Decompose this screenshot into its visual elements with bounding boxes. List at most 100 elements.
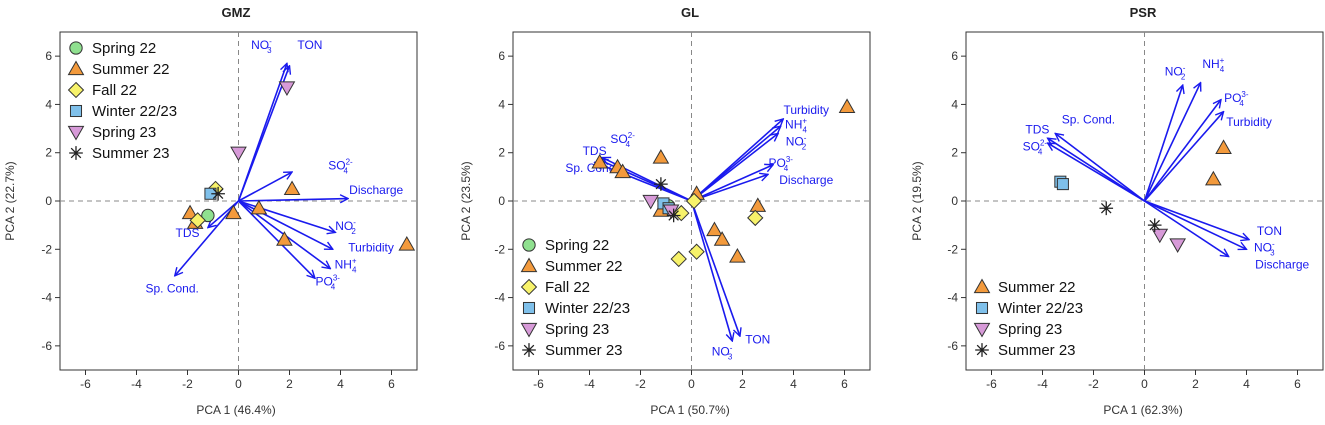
gl-x-tick-label: 2 xyxy=(739,377,746,391)
gmz-x-tick-label: 4 xyxy=(337,377,344,391)
psr-chart-title: PSR xyxy=(1130,5,1157,20)
gmz-loading-arrow-so42 xyxy=(238,172,293,202)
gl-chart-title: GL xyxy=(681,5,699,20)
gmz-legend-symbol-summer-23 xyxy=(69,146,83,160)
psr-loading-arrow-no2 xyxy=(1143,85,1183,202)
gl-x-tick-label: 4 xyxy=(790,377,797,391)
gl-legend-label-spring-22: Spring 22 xyxy=(545,237,609,254)
psr-x-tick-label: 4 xyxy=(1243,377,1250,391)
gmz-point-summer-22 xyxy=(250,199,268,215)
gl-point-summer-23 xyxy=(654,177,668,191)
psr-point-summer-23 xyxy=(1147,218,1162,232)
psr-y-tick-label: -6 xyxy=(947,339,958,353)
psr-x-axis-label: PCA 1 (62.3%) xyxy=(1103,403,1182,417)
psr-loading-label-sp-cond: Sp. Cond. xyxy=(1062,113,1115,127)
gl-legend-label-summer-23: Summer 23 xyxy=(545,342,623,359)
gmz-legend-label-spring-23: Spring 23 xyxy=(92,124,156,141)
psr-point-summer-23 xyxy=(1099,201,1114,216)
psr-point-winter-22-23 xyxy=(1056,178,1069,191)
psr-legend-symbol-winter-22-23 xyxy=(975,301,989,315)
gmz-legend-label-summer-23: Summer 23 xyxy=(92,145,170,162)
gmz-loading-label-discharge: Discharge xyxy=(349,183,403,197)
gmz-x-tick-label: 2 xyxy=(286,377,293,391)
gl-loading-label-turbidity: Turbidity xyxy=(783,103,829,117)
gl-x-tick-label: -4 xyxy=(584,377,595,391)
psr-legend-label-summer-22: Summer 22 xyxy=(998,279,1076,296)
gmz-y-axis-label: PCA 2 (22.7%) xyxy=(3,161,17,240)
gl-loading-label-ton: TON xyxy=(745,332,770,346)
gl-panel: GL -6 -4 -2 0 2 4 6 -6 -4 -2 0 2 4 6 PCA 1 (50.7%) PCA 2… xyxy=(459,5,871,417)
gl-y-tick-label: -6 xyxy=(494,339,505,353)
gmz-legend-label-fall-22: Fall 22 xyxy=(92,82,137,99)
psr-x-tick-label: 0 xyxy=(1141,377,1148,391)
gmz-y-tick-label: 6 xyxy=(45,49,52,63)
gl-legend-symbol-summer-22 xyxy=(520,257,538,273)
gl-point-summer-22 xyxy=(713,231,731,246)
gmz-point-summer-22 xyxy=(276,231,293,246)
psr-x-tick-label: 2 xyxy=(1192,377,1199,391)
gmz-chart-title: GMZ xyxy=(222,5,251,20)
gl-loading-arrow-discharge xyxy=(691,174,769,202)
gmz-loading-label-sp-cond: Sp. Cond. xyxy=(146,282,199,296)
gl-x-tick-label: -2 xyxy=(635,377,646,391)
gl-y-tick-label: 0 xyxy=(498,194,505,208)
gmz-point-summer-22 xyxy=(225,204,242,220)
gl-point-spring-23 xyxy=(642,194,660,210)
gmz-y-tick-label: 4 xyxy=(45,97,52,111)
gmz-x-tick-label: -2 xyxy=(182,377,193,391)
psr-x-tick-label: 6 xyxy=(1294,377,1301,391)
psr-point-spring-23 xyxy=(1151,228,1169,244)
gmz-point-summer-23 xyxy=(211,186,225,201)
gl-loading-label-nh4: NH+ 4 xyxy=(785,117,807,135)
psr-legend: Summer 22 Winter 22/23 Spring 23 Summer 23 xyxy=(973,278,1083,359)
gmz-loading-arrow-discharge xyxy=(238,199,349,201)
gmz-loading-arrow-ton xyxy=(237,66,290,202)
psr-loading-arrow-no3 xyxy=(1144,200,1247,249)
gl-point-summer-22 xyxy=(749,197,767,212)
gmz-loading-label-po43: PO3-4 xyxy=(316,274,341,292)
gmz-point-summer-22 xyxy=(283,180,301,196)
gmz-x-axis-label: PCA 1 (46.4%) xyxy=(196,403,275,417)
gl-x-axis-label: PCA 1 (50.7%) xyxy=(650,403,729,417)
psr-legend-label-spring-23: Spring 23 xyxy=(998,321,1062,338)
gl-point-summer-22 xyxy=(591,153,609,169)
gl-y-axis-label: PCA 2 (23.5%) xyxy=(459,161,473,240)
gl-loading-label-so42: SO2-4 xyxy=(610,131,635,149)
gl-y-tick-label: 6 xyxy=(498,49,505,63)
gl-point-summer-23 xyxy=(666,208,681,223)
gmz-point-spring-23 xyxy=(278,81,296,97)
gl-legend: Spring 22 Summer 22 Fall 22 Winter 22/23 Spr… xyxy=(520,237,630,359)
gl-y-tick-label: 2 xyxy=(498,146,505,160)
gl-x-tick-label: 0 xyxy=(688,377,695,391)
psr-loading-label-turbidity: Turbidity xyxy=(1226,115,1272,129)
gl-legend-label-spring-23: Spring 23 xyxy=(545,321,609,338)
gmz-point-summer-22 xyxy=(181,204,199,220)
gmz-y-tick-label: 0 xyxy=(45,194,52,208)
gmz-legend: Spring 22 Summer 22 Fall 22 Winter 22/23 Spr… xyxy=(67,40,177,162)
psr-loading-label-tds: TDS xyxy=(1025,122,1049,136)
psr-loading-label-so42: SO2-4 xyxy=(1023,138,1048,156)
gmz-legend-label-spring-22: Spring 22 xyxy=(92,40,156,57)
gl-point-summer-22 xyxy=(652,149,670,164)
gmz-legend-symbol-winter-22-23 xyxy=(69,104,83,118)
psr-loading-label-no2: NO-2 xyxy=(1165,63,1186,81)
gmz-legend-symbol-summer-22 xyxy=(67,60,85,76)
psr-legend-symbol-summer-23 xyxy=(975,343,989,357)
psr-loading-label-ton: TON xyxy=(1257,224,1282,238)
psr-y-tick-label: 4 xyxy=(951,97,958,111)
gl-loading-arrow-no2 xyxy=(691,133,779,202)
psr-point-summer-22 xyxy=(1205,170,1222,186)
gl-point-fall-22 xyxy=(685,192,703,210)
gl-point-fall-22 xyxy=(670,250,687,268)
psr-loading-arrow-ton xyxy=(1144,200,1250,240)
psr-legend-symbol-spring-23 xyxy=(973,322,991,338)
gmz-legend-symbol-fall-22 xyxy=(67,81,85,99)
psr-loading-label-no3: NO-3 xyxy=(1254,240,1275,258)
psr-loading-label-po43: PO3-4 xyxy=(1224,90,1249,108)
gl-loading-label-no2: NO-2 xyxy=(786,133,807,151)
gmz-legend-label-summer-22: Summer 22 xyxy=(92,61,170,78)
psr-loading-label-discharge: Discharge xyxy=(1255,258,1309,272)
psr-y-tick-label: 0 xyxy=(951,194,958,208)
gmz-x-tick-label: -4 xyxy=(131,377,142,391)
